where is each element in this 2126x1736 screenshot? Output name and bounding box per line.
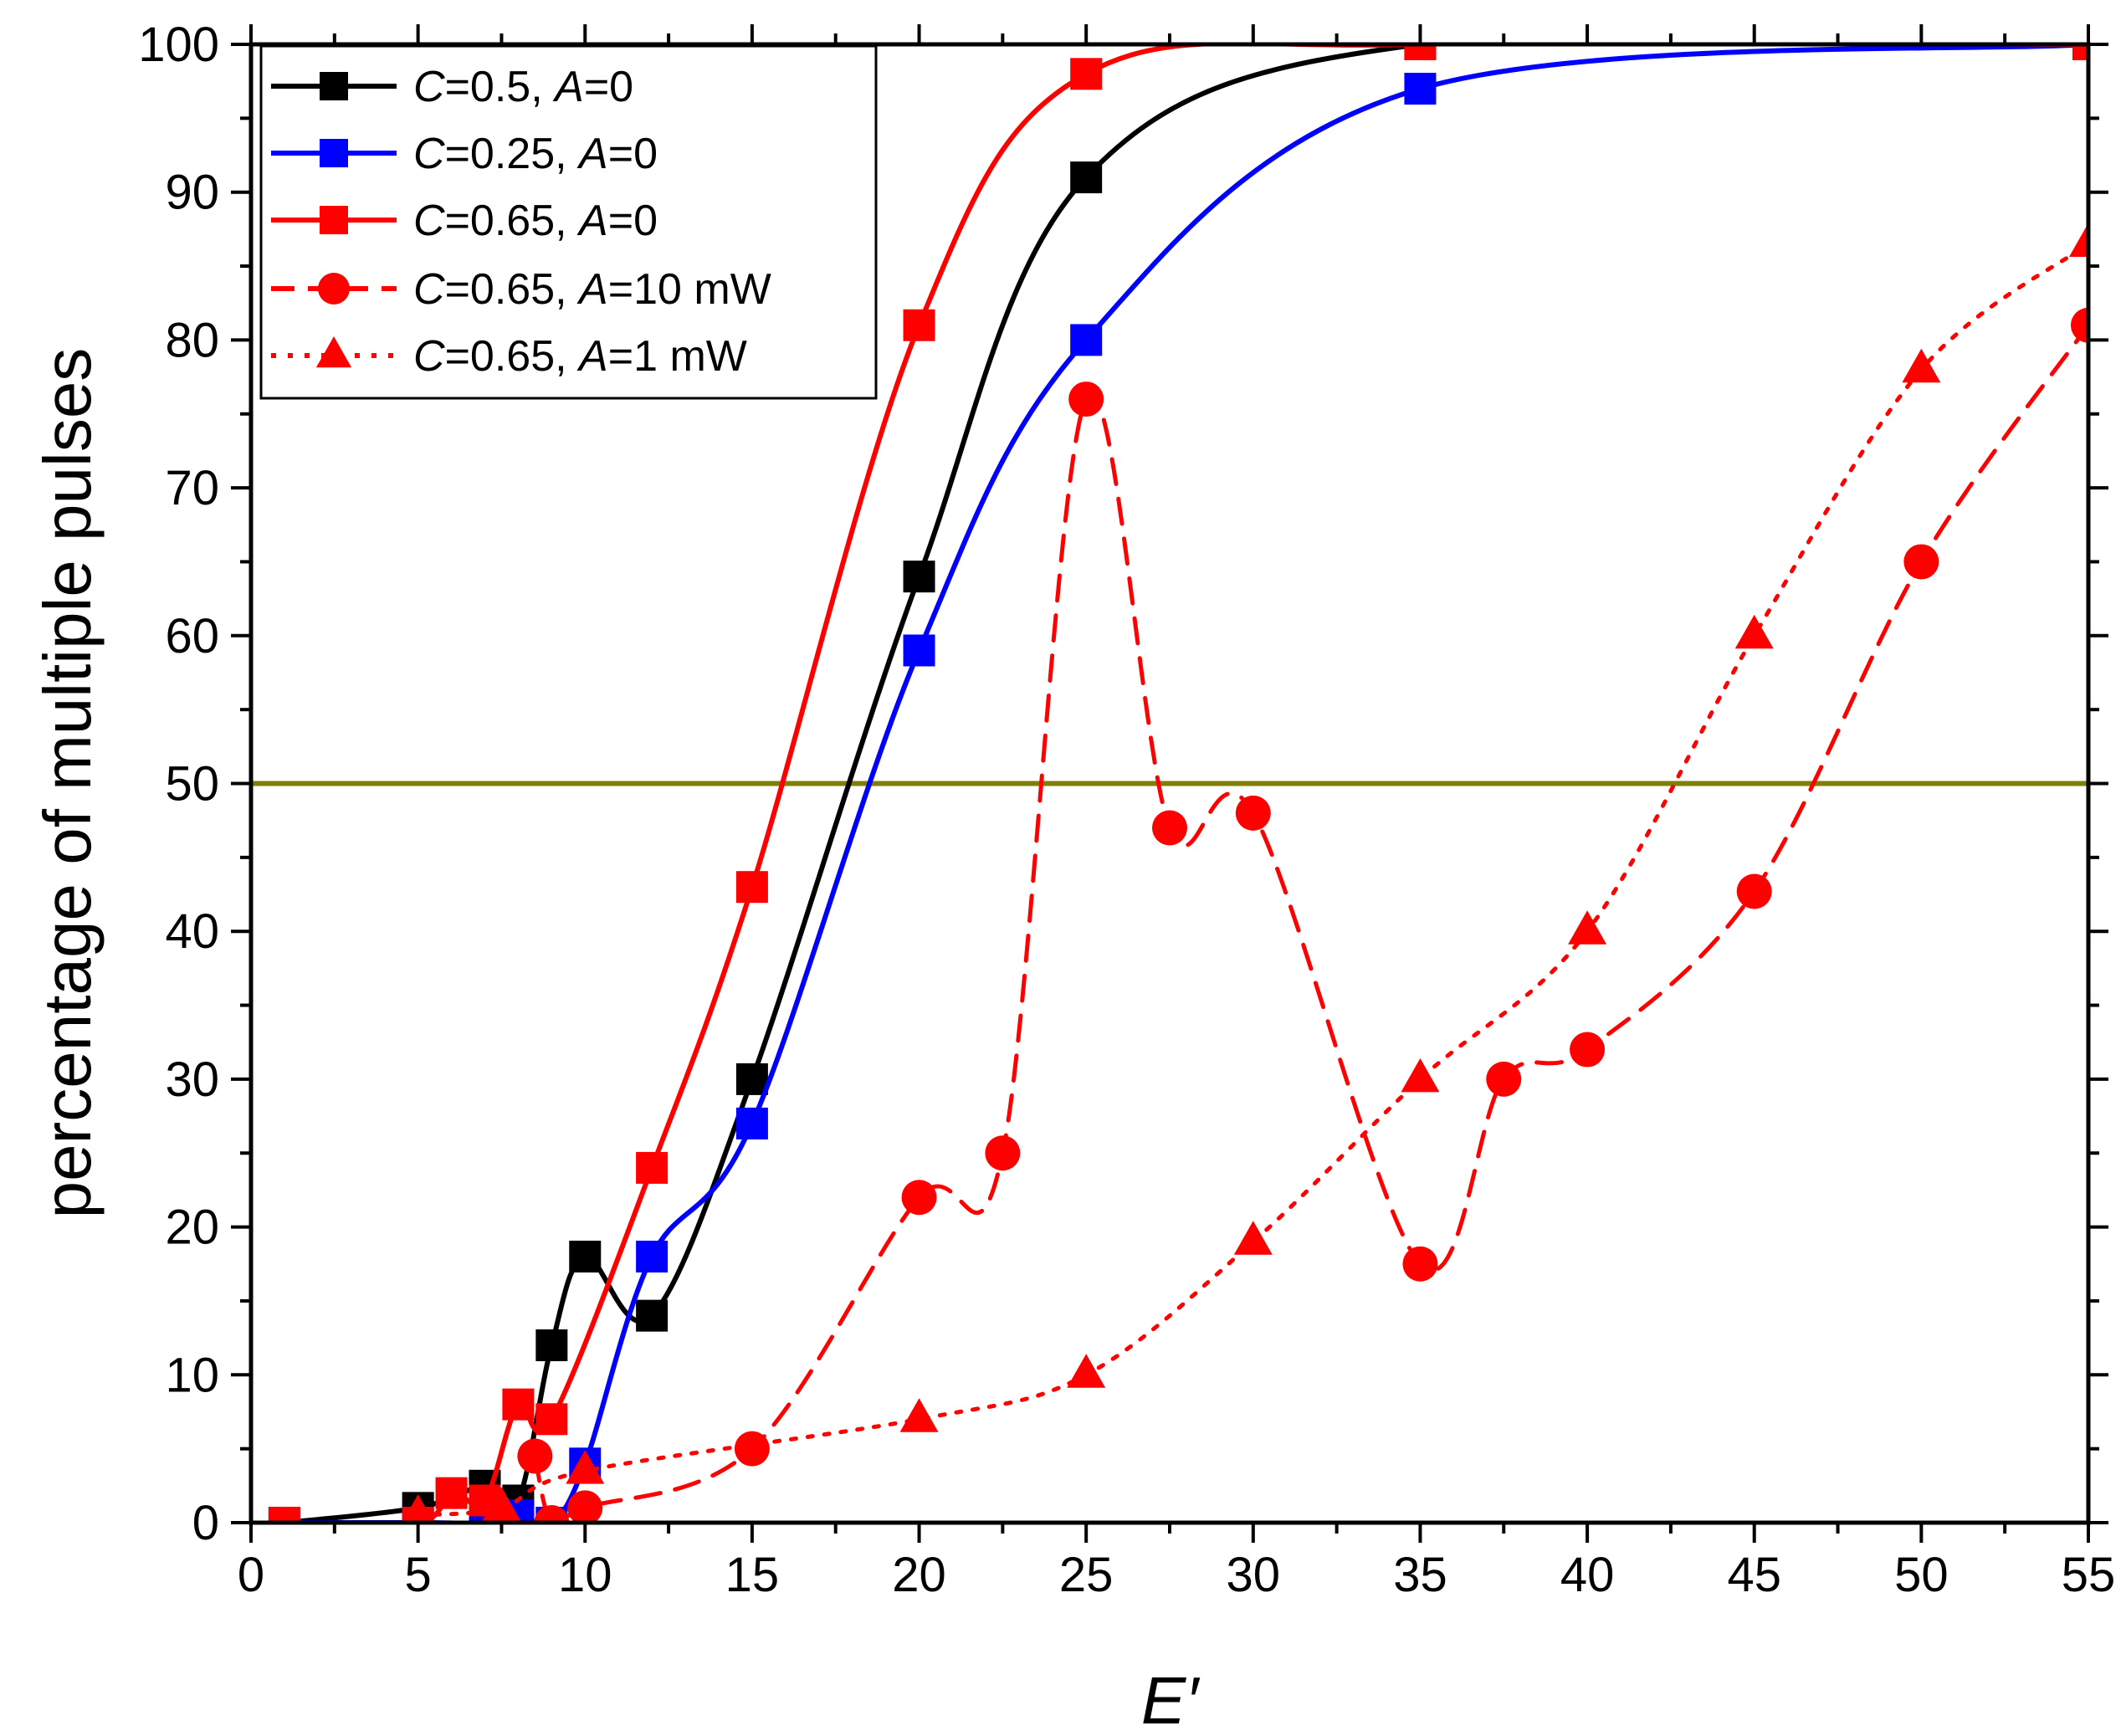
series-line — [416, 242, 2088, 1518]
x-tick-label: 50 — [1894, 1548, 1949, 1602]
x-tick-label: 0 — [238, 1548, 264, 1602]
y-axis-title: percentage of multiple pulses — [30, 348, 105, 1219]
y-tick-label: 90 — [165, 166, 219, 220]
data-point — [569, 1240, 602, 1273]
data-point — [502, 1388, 535, 1421]
series-line — [532, 323, 2088, 1523]
x-tick-label: 10 — [558, 1548, 612, 1602]
data-point — [1568, 910, 1607, 945]
legend-marker — [320, 139, 348, 167]
x-tick-label: 35 — [1393, 1548, 1447, 1602]
data-point — [1404, 44, 1437, 60]
legend-entry: C=0.65, A=10 mW — [413, 265, 771, 314]
x-tick-label: 55 — [2062, 1548, 2116, 1602]
data-point — [1570, 1032, 1606, 1068]
legend-marker — [315, 336, 352, 368]
data-point — [1902, 348, 1941, 383]
data-point — [1070, 324, 1103, 356]
data-point — [1067, 1354, 1106, 1388]
data-point — [482, 1487, 521, 1521]
data-point — [901, 1180, 937, 1216]
legend-entry: C=0.65, A=0 — [413, 197, 658, 245]
series-3 — [517, 307, 2088, 1523]
y-tick-label: 10 — [165, 1348, 219, 1402]
x-tick-label: 15 — [725, 1548, 780, 1602]
legend: C=0.5, A=0 C=0.25, A=0 C=0.65, A=0 C=0.65, … — [259, 44, 878, 400]
data-point — [1152, 810, 1187, 846]
data-point — [1233, 1221, 1273, 1255]
y-tick-label: 100 — [138, 18, 219, 72]
data-point — [1402, 1246, 1438, 1282]
y-tick-label: 30 — [165, 1052, 219, 1107]
data-point — [534, 1505, 570, 1523]
data-point — [636, 1151, 669, 1184]
y-axis: 0 10 20 30 40 50 60 70 80 90 100 — [138, 18, 2108, 1550]
x-tick-label: 40 — [1560, 1548, 1615, 1602]
data-point — [535, 1403, 568, 1436]
data-point — [1070, 161, 1103, 194]
data-point — [1235, 795, 1271, 831]
series-layer — [268, 44, 2088, 1523]
data-point — [903, 634, 935, 667]
x-axis-title: E′ — [1141, 1663, 1201, 1736]
x-axis: 0 5 10 15 20 25 30 35 40 45 50 55 — [238, 24, 2115, 1602]
y-tick-label: 50 — [165, 757, 219, 812]
data-point — [567, 1490, 603, 1523]
data-point — [735, 1107, 768, 1139]
x-tick-label: 30 — [1227, 1548, 1281, 1602]
data-point — [734, 1431, 770, 1467]
legend-marker — [320, 206, 348, 234]
data-point — [2072, 44, 2088, 60]
data-point — [899, 1398, 939, 1432]
y-tick-label: 60 — [165, 609, 219, 663]
y-tick-label: 40 — [165, 904, 219, 959]
data-point — [1404, 73, 1437, 105]
series-4 — [402, 223, 2088, 1523]
y-tick-label: 0 — [192, 1496, 219, 1550]
y-tick-label: 80 — [165, 313, 219, 367]
data-point — [2071, 307, 2088, 343]
data-point — [517, 1438, 553, 1474]
data-point — [268, 1507, 300, 1523]
data-point — [1903, 544, 1939, 580]
data-point — [402, 1494, 434, 1523]
y-tick-label: 70 — [165, 461, 219, 515]
data-point — [566, 1450, 605, 1484]
x-tick-label: 20 — [892, 1548, 946, 1602]
data-point — [1401, 1057, 1440, 1093]
data-point — [1736, 873, 1772, 909]
data-point — [435, 1477, 468, 1509]
legend-marker — [318, 273, 350, 305]
y-tick-label: 20 — [165, 1201, 219, 1255]
data-point — [735, 871, 768, 904]
data-point — [735, 1063, 768, 1095]
legend-entry: C=0.25, A=0 — [413, 130, 658, 178]
x-tick-label: 25 — [1059, 1548, 1114, 1602]
data-point — [535, 1329, 568, 1361]
legend-entry: C=0.65, A=1 mW — [413, 332, 747, 381]
data-point — [1734, 614, 1774, 649]
data-point — [2069, 223, 2088, 258]
data-point — [636, 1240, 669, 1273]
data-point — [903, 309, 935, 341]
data-point — [636, 1299, 669, 1332]
data-point — [1070, 58, 1103, 90]
legend-marker — [320, 72, 348, 100]
data-point — [985, 1135, 1021, 1171]
data-point — [1486, 1061, 1522, 1097]
x-tick-label: 5 — [405, 1548, 432, 1602]
legend-entry: C=0.5, A=0 — [413, 63, 633, 111]
data-point — [1068, 382, 1104, 417]
x-tick-label: 45 — [1727, 1548, 1781, 1602]
data-point — [903, 561, 935, 593]
